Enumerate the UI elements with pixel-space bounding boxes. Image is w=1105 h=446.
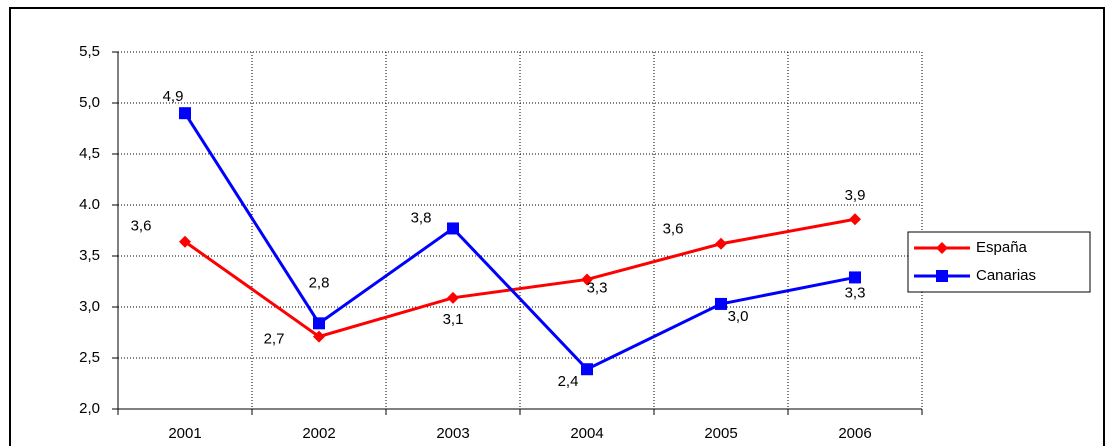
data-point: [179, 107, 191, 120]
data-label: 3,6: [663, 221, 684, 238]
data-point: [849, 271, 861, 284]
data-point: [179, 235, 191, 248]
y-tick-label: 2,5: [79, 349, 100, 366]
data-label: 3,6: [131, 218, 152, 235]
data-label: 3,0: [728, 308, 749, 325]
data-point: [715, 237, 727, 250]
series-line: [183, 112, 856, 372]
data-label: 3,1: [443, 311, 464, 328]
data-point: [313, 330, 325, 343]
x-tick-label: 2005: [704, 425, 737, 442]
data-label: 4,9: [163, 88, 184, 105]
data-label: 3,3: [587, 279, 608, 296]
data-point: [447, 222, 459, 235]
legend-marker: [936, 242, 948, 254]
y-tick-label: 2,0: [79, 400, 100, 417]
x-tick-label: 2001: [168, 425, 201, 442]
data-point: [849, 213, 861, 226]
y-tick-label: 3,0: [79, 298, 100, 315]
y-tick-label: 5,5: [79, 43, 100, 60]
series-line: [184, 217, 856, 339]
legend-label: España: [976, 239, 1028, 256]
legend-label: Canarias: [976, 267, 1036, 284]
x-tick-label: 2004: [570, 425, 603, 442]
y-tick-label: 4,5: [79, 145, 100, 162]
data-point: [581, 363, 593, 376]
data-label: 3,9: [845, 187, 866, 204]
data-label: 3,8: [411, 209, 432, 226]
data-label: 3,3: [845, 284, 866, 301]
data-label: 2,8: [309, 274, 330, 291]
x-tick-label: 2003: [436, 425, 469, 442]
y-tick-label: 3,5: [79, 247, 100, 264]
y-tick-label: 4.0: [79, 196, 100, 213]
data-point: [581, 273, 593, 286]
x-tick-label: 2002: [302, 425, 335, 442]
data-point: [715, 297, 727, 310]
data-label: 2,4: [558, 373, 579, 390]
y-tick-label: 5,0: [79, 94, 100, 111]
data-point: [447, 291, 459, 304]
data-label: 2,7: [264, 331, 285, 348]
data-point: [313, 317, 325, 330]
legend-marker: [936, 270, 948, 282]
chart-frame: [9, 7, 1105, 446]
x-tick-label: 2006: [838, 425, 871, 442]
